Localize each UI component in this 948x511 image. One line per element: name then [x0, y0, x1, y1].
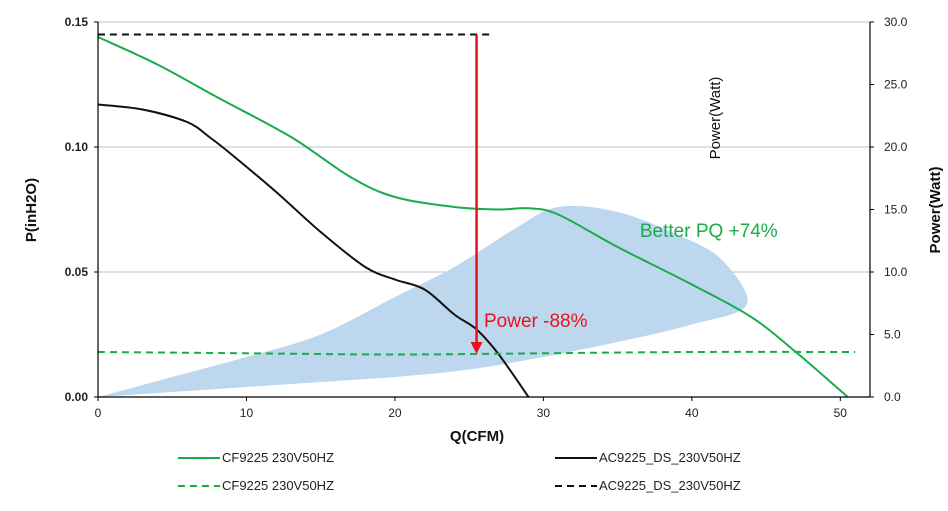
y-right-tick-label: 10.0 — [884, 265, 908, 279]
annotation-2: Power -88% — [484, 311, 588, 332]
y-right-tick-label: 20.0 — [884, 140, 908, 154]
y-left-tick-label: 0.10 — [65, 140, 89, 154]
operating-region — [98, 205, 748, 397]
legend-label: AC9225_DS_230V50HZ — [599, 478, 741, 493]
series-lines — [97, 33, 856, 398]
annotations: Better PQ +74% Power -88% — [484, 221, 778, 332]
x-tick-label: 30 — [537, 406, 551, 420]
operating-region-shape — [98, 205, 748, 397]
legend-label: CF9225 230V50HZ — [222, 478, 334, 493]
x-tick-label: 0 — [95, 406, 102, 420]
y-right-tick-label: 5.0 — [884, 328, 901, 342]
series-line-2 — [97, 103, 530, 398]
power-reduction-arrow — [470, 34, 483, 354]
inner-axis-label: Power(Watt) — [707, 77, 724, 160]
y-right-tick-label: 25.0 — [884, 78, 908, 92]
y-right-tick-label: 30.0 — [884, 15, 908, 29]
legend-label: AC9225_DS_230V50HZ — [599, 450, 741, 465]
y-axis-title-right: Power(Watt) — [927, 167, 944, 254]
x-tick-label: 40 — [685, 406, 699, 420]
series-line-1 — [97, 36, 849, 398]
arrow-head — [470, 342, 483, 354]
y-right-tick-label: 0.0 — [884, 390, 901, 404]
x-tick-label: 20 — [388, 406, 402, 420]
tick-labels: 0 10 20 30 40 50 0.00 0.05 0.10 0.15 0.0 5.0 10.0 15.… — [65, 15, 908, 420]
y-right-tick-label: 15.0 — [884, 203, 908, 217]
y-left-tick-label: 0.15 — [65, 15, 89, 29]
x-tick-label: 10 — [240, 406, 254, 420]
y-left-tick-label: 0.05 — [65, 265, 89, 279]
x-axis-title: Q(CFM) — [450, 428, 504, 445]
x-tick-label: 50 — [834, 406, 848, 420]
legend-label: CF9225 230V50HZ — [222, 450, 334, 465]
series-line-3 — [97, 350, 856, 356]
y-axis-title-left: P(inH2O) — [23, 178, 40, 242]
y-left-tick-label: 0.00 — [65, 390, 89, 404]
annotation-1: Better PQ +74% — [640, 221, 778, 242]
legend: CF9225 230V50HZ AC9225_DS_230V50HZ CF9225 … — [178, 450, 741, 493]
